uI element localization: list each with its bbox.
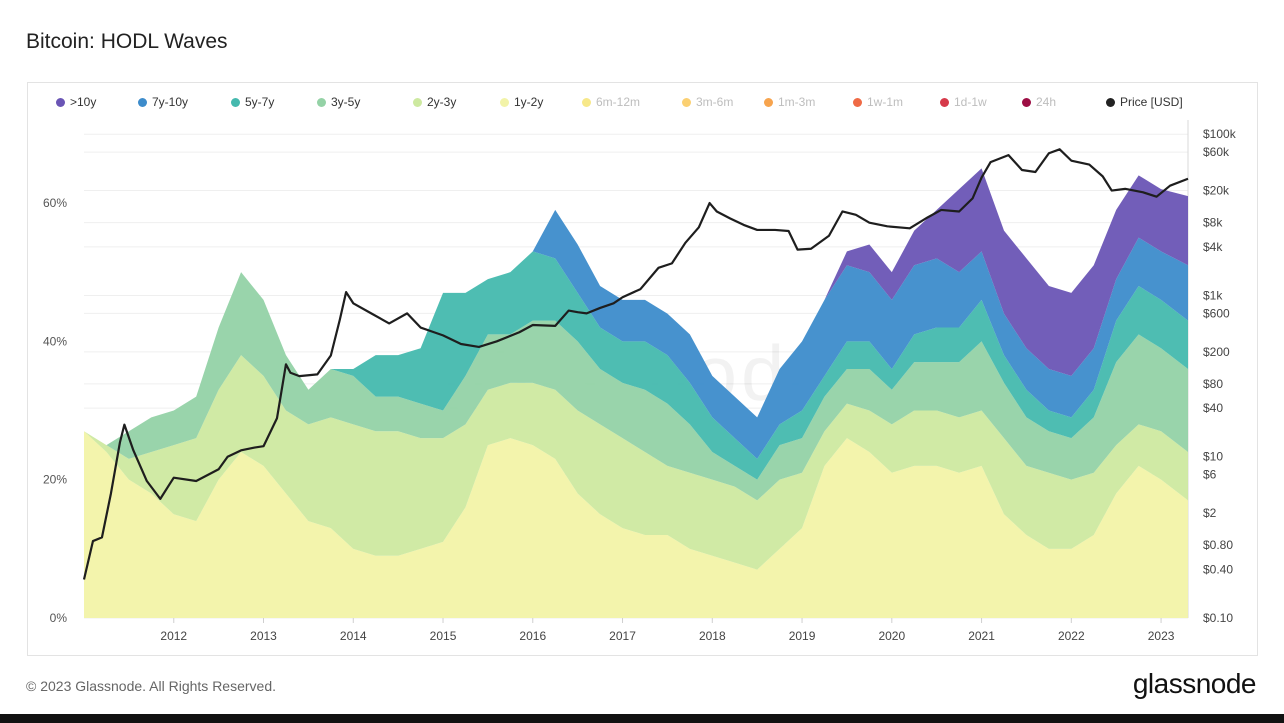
legend-label: 24h xyxy=(1036,95,1057,109)
legend-item[interactable]: 1w-1m xyxy=(853,94,903,110)
x-tick-label: 2016 xyxy=(519,629,546,643)
copyright-footer: © 2023 Glassnode. All Rights Reserved. xyxy=(26,678,277,694)
legend-swatch xyxy=(1106,98,1115,107)
legend-label: >10y xyxy=(70,95,97,109)
y-right-tick-label: $80 xyxy=(1203,377,1223,391)
legend-swatch xyxy=(231,98,240,107)
legend-item[interactable]: 24h xyxy=(1022,94,1056,110)
legend-item[interactable]: 2y-3y xyxy=(413,94,456,110)
legend-item[interactable]: 7y-10y xyxy=(138,94,188,110)
legend-item[interactable]: 1d-1w xyxy=(940,94,987,110)
y-right-tick-label: $600 xyxy=(1203,306,1230,320)
legend-label: 3m-6m xyxy=(696,95,734,109)
y-left-tick-label: 20% xyxy=(43,473,67,487)
legend-swatch xyxy=(138,98,147,107)
page-title: Bitcoin: HODL Waves xyxy=(26,30,228,53)
legend-item[interactable]: 3y-5y xyxy=(317,94,360,110)
x-tick-label: 2019 xyxy=(789,629,816,643)
legend-label: 2y-3y xyxy=(427,95,457,109)
legend-swatch xyxy=(500,98,509,107)
x-tick-label: 2023 xyxy=(1148,629,1175,643)
legend-item[interactable]: 1y-2y xyxy=(500,94,543,110)
x-tick-label: 2012 xyxy=(160,629,187,643)
legend-swatch xyxy=(764,98,773,107)
legend-label: 5y-7y xyxy=(245,95,275,109)
y-right-tick-label: $0.10 xyxy=(1203,611,1233,625)
legend-label: 1y-2y xyxy=(514,95,544,109)
x-tick-label: 2015 xyxy=(430,629,457,643)
y-right-tick-label: $100k xyxy=(1203,127,1237,141)
legend-label: 6m-12m xyxy=(596,95,641,109)
y-right-tick-label: $200 xyxy=(1203,345,1230,359)
y-left-tick-label: 60% xyxy=(43,196,67,210)
area-series-5y-7y xyxy=(84,251,1188,480)
legend-label: 1w-1m xyxy=(867,95,904,109)
area-series-2y-3y xyxy=(84,355,1188,570)
legend-item[interactable]: 3m-6m xyxy=(682,94,733,110)
legend-swatch xyxy=(582,98,591,107)
price-line xyxy=(82,148,1189,580)
y-right-tick-label: $40 xyxy=(1203,401,1223,415)
legend-label: Price [USD] xyxy=(1120,95,1183,109)
legend-item[interactable]: 5y-7y xyxy=(231,94,274,110)
area-series-7y-10y xyxy=(84,209,1188,459)
x-tick-label: 2013 xyxy=(250,629,277,643)
legend-swatch xyxy=(1022,98,1031,107)
y-right-tick-label: $10 xyxy=(1203,450,1223,464)
legend-swatch xyxy=(940,98,949,107)
x-tick-label: 2017 xyxy=(609,629,636,643)
area-series-3y-5y xyxy=(84,272,1188,501)
legend-swatch xyxy=(56,98,65,107)
legend-item[interactable]: 1m-3m xyxy=(764,94,815,110)
x-tick-label: 2018 xyxy=(699,629,726,643)
x-tick-label: 2020 xyxy=(878,629,905,643)
y-right-tick-label: $4k xyxy=(1203,240,1223,254)
area-series-1y-2y xyxy=(84,431,1188,618)
y-left-tick-label: 40% xyxy=(43,334,67,348)
legend-item[interactable]: 6m-12m xyxy=(582,94,640,110)
area-series--10y xyxy=(84,168,1188,446)
y-right-tick-label: $1k xyxy=(1203,288,1223,302)
y-axis-left: 0% 20% 40% 60% xyxy=(43,196,67,625)
x-tick-label: 2014 xyxy=(340,629,367,643)
glassnode-logo[interactable]: glassnode xyxy=(1132,668,1257,699)
legend-label: 1m-3m xyxy=(778,95,816,109)
legend-label: 1d-1w xyxy=(954,95,987,109)
y-right-tick-label: $0.80 xyxy=(1203,538,1233,552)
x-tick-label: 2021 xyxy=(968,629,995,643)
stacked-areas xyxy=(84,168,1188,618)
legend-swatch xyxy=(853,98,862,107)
legend-item[interactable]: >10y xyxy=(56,94,96,110)
y-right-tick-label: $20k xyxy=(1203,184,1230,198)
y-right-tick-label: $60k xyxy=(1203,145,1230,159)
y-left-tick-label: 0% xyxy=(50,611,68,625)
y-right-tick-label: $6 xyxy=(1203,468,1217,482)
x-tick-label: 2022 xyxy=(1058,629,1085,643)
x-axis: 2012 2013 2014 2015 2016 2017 2018 2019 2020 2021… xyxy=(160,618,1175,643)
legend-swatch xyxy=(413,98,422,107)
price-line-group xyxy=(82,148,1189,580)
y-right-tick-label: $8k xyxy=(1203,216,1223,230)
bottom-bar xyxy=(0,714,1284,723)
y-axis-right: $100k $60k $20k $8k $4k $1k $600 $200 $80 $40 $10 $… xyxy=(1203,127,1237,625)
y-right-tick-label: $0.40 xyxy=(1203,562,1233,576)
legend-item[interactable]: Price [USD] xyxy=(1106,94,1183,110)
y-right-tick-label: $2 xyxy=(1203,506,1217,520)
legend-label: 7y-10y xyxy=(152,95,189,109)
legend-label: 3y-5y xyxy=(331,95,361,109)
legend-swatch xyxy=(317,98,326,107)
legend-swatch xyxy=(682,98,691,107)
